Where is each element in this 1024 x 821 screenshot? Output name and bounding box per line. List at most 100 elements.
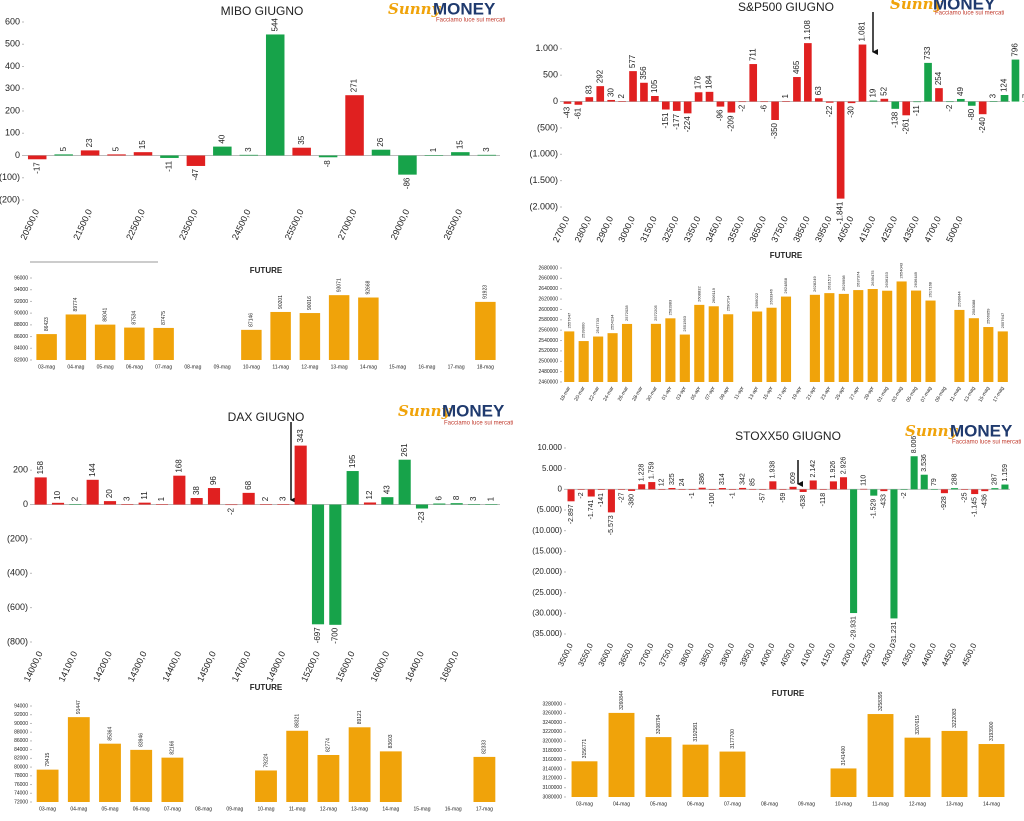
- bar: [678, 489, 686, 490]
- y-tick-label: 74000: [14, 791, 28, 797]
- bar: [1001, 484, 1009, 490]
- bar: [155, 504, 169, 505]
- x-tick-label: 05-mag: [905, 385, 919, 403]
- value-label: -11: [165, 160, 174, 172]
- bar: [989, 101, 998, 102]
- bar: [190, 498, 203, 505]
- value-label: 168: [174, 459, 183, 473]
- bar: [853, 290, 864, 382]
- y-tick-label: 500: [543, 70, 558, 80]
- x-tick-label: 3750,0: [769, 215, 790, 244]
- chart-title: DAX GIUGNO: [228, 410, 305, 424]
- value-label: 8: [452, 495, 461, 500]
- x-tick-label: 16400,0: [403, 650, 426, 684]
- bar: [930, 489, 938, 490]
- value-label: 38: [192, 486, 201, 495]
- value-label: 733: [923, 46, 932, 60]
- bar: [799, 489, 807, 492]
- y-tick-label: 400: [5, 61, 20, 71]
- bar: [983, 327, 994, 382]
- x-tick-label: 12-mag: [301, 364, 318, 370]
- bar: [860, 488, 868, 490]
- y-tick-label: (10.000): [532, 526, 562, 535]
- value-label: 89774: [73, 297, 79, 311]
- bar: [292, 147, 311, 156]
- bar: [379, 751, 402, 802]
- x-tick-label: 4450,0: [940, 641, 959, 667]
- bar: [769, 481, 777, 490]
- x-tick-label: 14-mag: [360, 364, 377, 370]
- value-label: 86423: [44, 317, 50, 331]
- x-tick-label: 09-apr: [719, 385, 732, 401]
- bar: [225, 504, 238, 506]
- bar: [950, 488, 959, 490]
- value-label: -100: [709, 493, 716, 507]
- value-label: -638: [800, 495, 807, 509]
- value-label: 82774: [326, 738, 332, 752]
- y-tick-label: 78000: [14, 773, 28, 779]
- bar: [80, 150, 100, 156]
- value-label: 2590714: [725, 295, 730, 311]
- x-tick-label: 03-apr: [675, 385, 688, 401]
- y-tick-label: 76000: [14, 782, 28, 788]
- x-tick-label: 30-mar: [646, 385, 659, 402]
- x-tick-label: 14900,0: [264, 650, 287, 684]
- bar: [65, 314, 87, 360]
- value-label: -2: [737, 104, 746, 112]
- value-label: -86: [403, 177, 412, 189]
- value-label: 63: [814, 86, 823, 95]
- bar: [67, 717, 90, 802]
- y-tick-label: 92000: [14, 299, 28, 305]
- value-label: -700: [330, 627, 339, 644]
- y-tick-label: (200): [0, 194, 20, 204]
- value-label: 15: [455, 140, 464, 149]
- x-tick-label: 05-mag: [650, 801, 667, 807]
- y-tick-label: 300: [5, 83, 20, 93]
- x-tick-label: 11-mag: [872, 801, 889, 807]
- x-tick-label: 4050,0: [778, 641, 797, 667]
- x-tick-label: 4700,0: [922, 215, 943, 244]
- value-label: 5: [59, 146, 68, 151]
- value-label: 3: [278, 496, 287, 501]
- bar: [381, 497, 394, 505]
- y-tick-label: 2660000: [539, 276, 559, 282]
- value-label: 2583088: [971, 299, 976, 315]
- y-tick-label: 84000: [14, 747, 28, 753]
- bar: [345, 95, 364, 156]
- bar: [869, 100, 878, 102]
- bar: [981, 489, 989, 492]
- value-label: 2606119: [711, 287, 716, 303]
- logo: Sunny MONEY Facciamo luce sui mercati: [905, 421, 1021, 445]
- value-label: 1: [486, 496, 495, 501]
- bar: [328, 295, 350, 360]
- value-label: -1.841: [836, 201, 845, 224]
- value-label: -2: [578, 492, 585, 498]
- x-tick-label: 22-mar: [588, 385, 601, 402]
- bar: [766, 307, 777, 382]
- value-label: -31.231: [891, 621, 898, 645]
- value-label: 5: [112, 146, 121, 151]
- bar: [160, 155, 179, 158]
- x-tick-label: 26-mar: [617, 385, 630, 402]
- x-tick-label: 27-apr: [849, 385, 862, 401]
- x-tick-label: 07-mag: [164, 806, 181, 812]
- x-tick-label: 4250,0: [859, 641, 878, 667]
- x-tick-label: 09-mag: [934, 385, 948, 403]
- bar: [779, 489, 787, 490]
- y-tick-label: 2620000: [539, 296, 559, 302]
- logo-brand: MONEY: [933, 0, 996, 13]
- x-tick-label: 3450,0: [704, 215, 725, 244]
- y-tick-label: 200: [13, 465, 28, 475]
- value-label: -436: [982, 494, 989, 508]
- value-label: 2636153: [884, 271, 889, 287]
- value-label: 87534: [132, 310, 138, 324]
- value-label: 40: [217, 134, 226, 143]
- value-label: 15: [138, 140, 147, 149]
- value-label: 3222083: [952, 708, 958, 728]
- value-label: -697: [313, 627, 322, 644]
- value-label: -240: [978, 117, 987, 134]
- y-tick-label: 500: [5, 39, 20, 49]
- x-tick-label: 4100,0: [798, 641, 817, 667]
- bar: [904, 737, 931, 797]
- y-tick-label: (600): [7, 602, 28, 612]
